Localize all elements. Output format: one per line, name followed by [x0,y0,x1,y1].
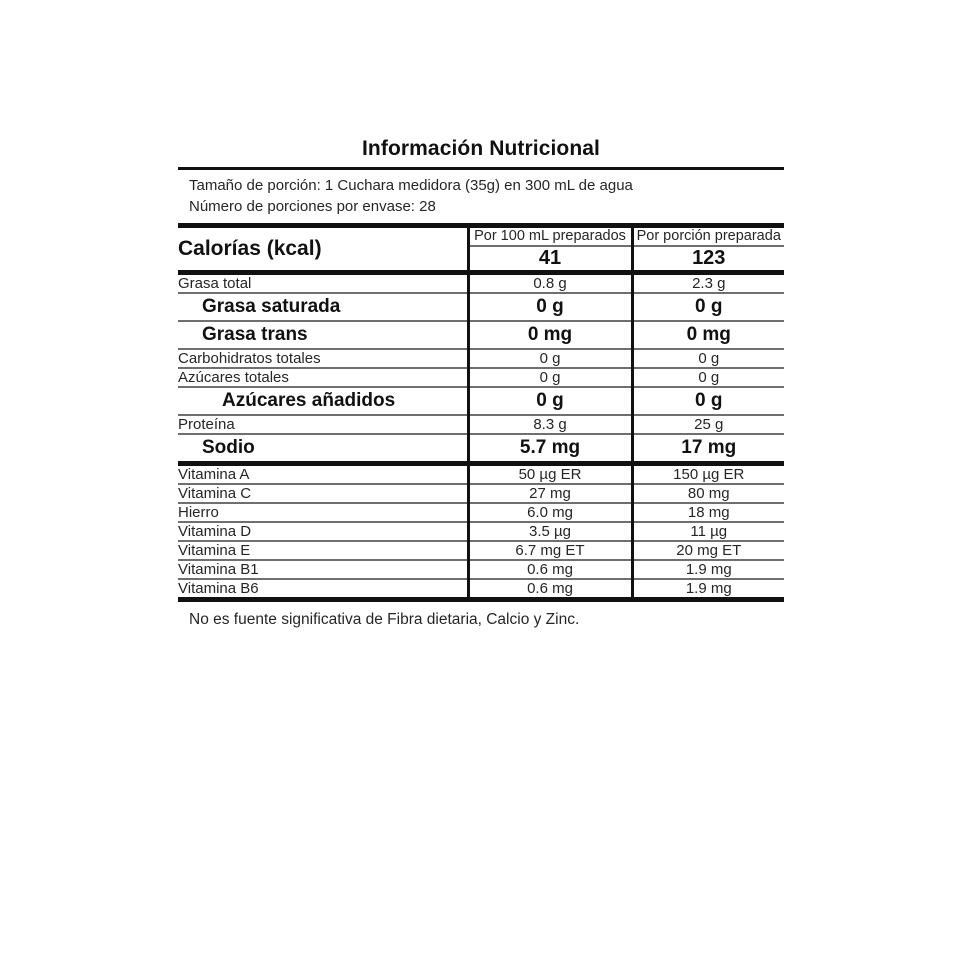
rule-below-serving [178,222,784,228]
nutrient-value-per-100ml: 0 g [466,366,632,387]
table-row: Vitamina E 6.7 mg ET 20 mg ET [178,539,784,560]
nutrient-name: Azúcares añadidos [178,385,468,415]
page-title: Información Nutricional [362,137,600,160]
nutrient-name: Vitamina E [178,539,468,560]
nutrient-name: Vitamina D [178,520,468,541]
nutrient-value-per-portion: 0 g [630,366,784,387]
table-row: Grasa total 0.8 g 2.3 g [178,274,784,293]
serving-size-line: Tamaño de porción: 1 Cuchara medidora (3… [189,177,633,194]
calories-value-per-100ml: 41 [466,245,632,270]
table-row: Vitamina B6 0.6 mg 1.9 mg [178,577,784,597]
nutrient-value-per-100ml: 0 g [466,291,632,321]
nutrient-value-per-portion: 2.3 g [630,274,784,293]
nutrient-name: Vitamina A [178,465,250,483]
calories-header-row: Calorías (kcal) Por 100 mL preparados Po… [178,227,784,260]
footnote: No es fuente significativa de Fibra diet… [189,610,580,628]
nutrient-value-per-100ml: 0 g [466,385,632,415]
calories-label: Calorías (kcal) [178,236,322,260]
nutrient-value-per-portion: 150 µg ER [630,465,784,484]
nutrient-value-per-100ml: 0.8 g [466,274,632,293]
nutrient-value-per-100ml: 0.6 mg [466,577,632,597]
nutrient-name: Grasa total [178,274,252,292]
servings-per-container-line: Número de porciones por envase: 28 [189,198,436,216]
nutrient-value-per-100ml: 0.6 mg [466,558,632,579]
rule-below-calories [178,269,784,275]
nutrient-value-per-100ml: 3.5 µg [466,520,632,541]
column-header-per-portion: Por porción preparada [630,227,784,247]
nutrient-value-per-portion: 11 µg [630,520,784,541]
nutrient-value-per-100ml: 0 g [466,347,632,368]
nutrient-value-per-portion: 25 g [630,413,784,434]
nutrient-value-per-portion: 0 mg [630,319,784,349]
nutrient-name: Grasa trans [178,319,468,349]
nutrient-name: Vitamina C [178,482,468,503]
nutrient-value-per-100ml: 0 mg [466,319,632,349]
nutrient-name: Azúcares totales [178,366,468,387]
nutrient-value-per-portion: 0 g [630,347,784,368]
nutrient-name: Vitamina B1 [178,558,468,579]
nutrient-value-per-portion: 1.9 mg [630,577,784,597]
rule-below-micronutrients [178,596,784,602]
nutrient-value-per-portion: 20 mg ET [630,539,784,560]
calories-value-row: 41 123 [178,245,784,270]
nutrient-value-per-portion: 80 mg [630,482,784,503]
nutrient-name: Hierro [178,501,468,522]
nutrient-value-per-100ml: 50 µg ER [466,465,632,484]
nutrient-value-per-100ml: 6.0 mg [466,501,632,522]
nutrient-name: Sodio [178,432,468,461]
table-row: Vitamina A 50 µg ER 150 µg ER [178,465,784,484]
table-row: Vitamina C 27 mg 80 mg [178,482,784,503]
nutrition-facts-label: Información Nutricional Tamaño de porció… [178,135,784,629]
micronutrients-rows: Vitamina A 50 µg ER 150 µg ER Vitamina C 27 … [178,465,784,597]
nutrient-value-per-portion: 18 mg [630,501,784,522]
nutrient-value-per-100ml: 6.7 mg ET [466,539,632,560]
rule-below-nutrients [178,460,784,466]
nutrient-value-per-portion: 1.9 mg [630,558,784,579]
table-row: Grasa trans 0 mg 0 mg [178,319,784,349]
rule-below-title [178,167,784,170]
table-row: Hierro 6.0 mg 18 mg [178,501,784,522]
nutrient-value-per-portion: 17 mg [630,432,784,461]
table-row: Proteína 8.3 g 25 g [178,413,784,434]
calories-table: Calorías (kcal) Por 100 mL preparados Po… [178,227,784,270]
table-row: Vitamina B1 0.6 mg 1.9 mg [178,558,784,579]
calories-value-per-portion: 123 [630,245,784,270]
nutrient-name: Carbohidratos totales [178,347,468,368]
nutrient-value-per-100ml: 5.7 mg [466,432,632,461]
nutrient-name: Grasa saturada [178,291,468,321]
nutrient-value-per-portion: 0 g [630,385,784,415]
nutrient-value-per-portion: 0 g [630,291,784,321]
nutrient-name: Proteína [178,413,468,434]
table-row: Sodio 5.7 mg 17 mg [178,432,784,461]
nutrient-name: Vitamina B6 [178,577,468,597]
column-header-per-100ml: Por 100 mL preparados [466,227,632,247]
micronutrients-table: Vitamina A 50 µg ER 150 µg ER Vitamina C 27 … [178,465,784,597]
nutrient-value-per-100ml: 27 mg [466,482,632,503]
table-row: Vitamina D 3.5 µg 11 µg [178,520,784,541]
serving-info-block: Tamaño de porción: 1 Cuchara medidora (3… [178,170,784,223]
nutrient-value-per-100ml: 8.3 g [466,413,632,434]
